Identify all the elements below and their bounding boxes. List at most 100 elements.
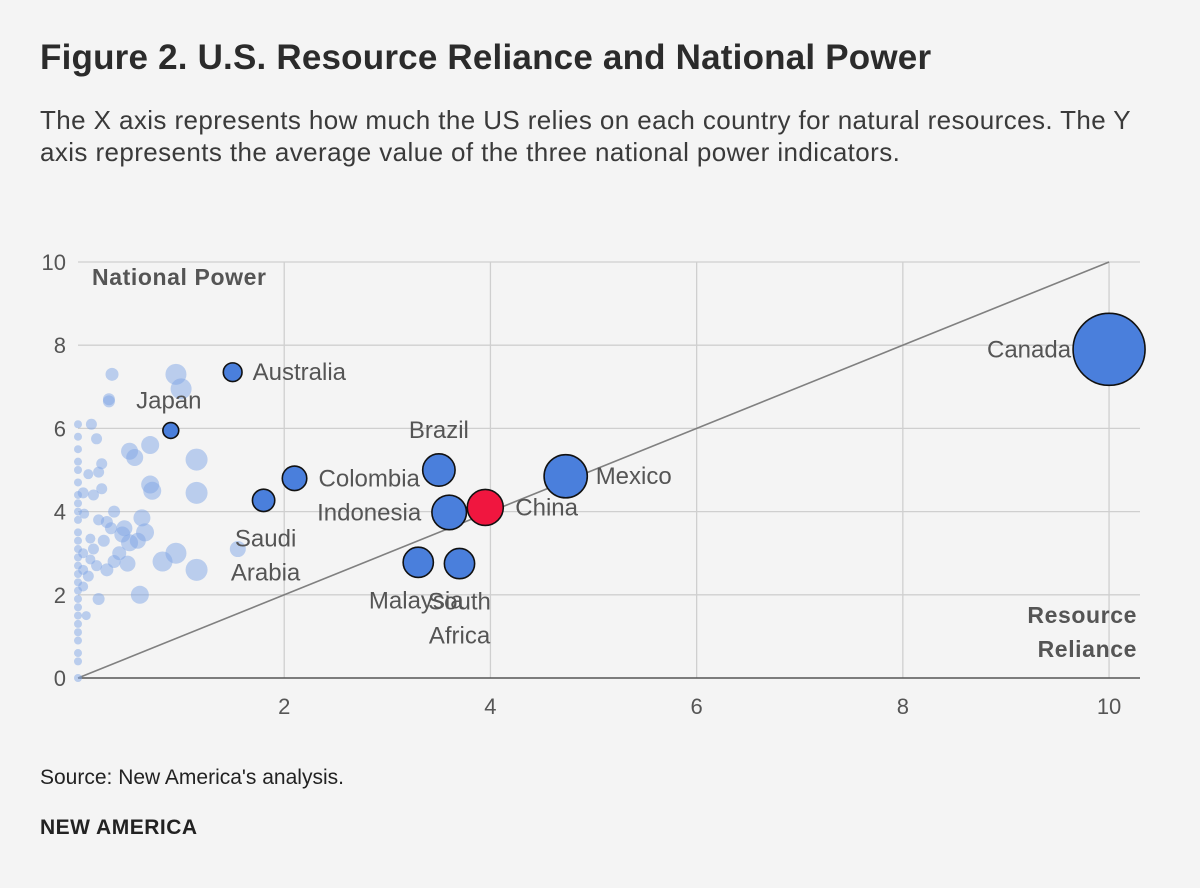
source-note: Source: New America's analysis. — [40, 766, 344, 790]
background-country-point — [112, 546, 127, 561]
country-label-japan: Japan — [136, 387, 201, 414]
background-country-point — [185, 448, 208, 471]
y-tick-label: 8 — [54, 333, 66, 358]
background-country-point — [126, 449, 144, 467]
brand-logo-text: NEW AMERICA — [40, 816, 198, 839]
y-tick-label: 10 — [42, 250, 66, 275]
country-point-mexico — [543, 453, 589, 499]
source-label: Source: — [40, 766, 113, 789]
background-country-point — [74, 636, 82, 645]
background-country-point — [143, 481, 162, 500]
reference-diagonal-line — [77, 261, 1110, 679]
country-label-brazil: Brazil — [409, 417, 469, 444]
y-tick-label: 6 — [54, 416, 66, 441]
background-country-point — [108, 505, 121, 518]
country-point-malaysia — [402, 546, 435, 579]
x-tick-label: 6 — [691, 694, 703, 719]
background-country-point — [83, 469, 94, 480]
country-point-indonesia — [431, 494, 468, 531]
background-country-point — [74, 674, 82, 682]
background-country-point — [96, 483, 108, 495]
background-country-point — [79, 508, 90, 519]
country-point-brazil — [421, 452, 456, 487]
background-country-point — [74, 432, 82, 441]
background-country-point — [119, 555, 136, 572]
background-country-point — [92, 592, 105, 605]
y-tick-label: 4 — [54, 500, 66, 525]
background-country-point — [87, 543, 99, 555]
background-country-point — [74, 603, 82, 612]
y-tick-label: 2 — [54, 583, 66, 608]
source-text: New America's analysis. — [112, 766, 344, 789]
background-country-point — [74, 478, 82, 487]
background-country-point — [85, 533, 96, 544]
background-country-point — [105, 367, 119, 381]
background-country-point — [102, 395, 115, 408]
country-point-china — [466, 488, 505, 527]
background-country-point — [74, 528, 82, 537]
x-axis-title-line1: Resource — [1027, 602, 1137, 628]
country-label-australia: Australia — [253, 359, 347, 386]
country-point-saudi-arabia — [251, 488, 276, 513]
x-tick-label: 10 — [1097, 694, 1121, 719]
background-country-point — [130, 585, 149, 604]
country-label-south-africa: South Africa — [428, 589, 491, 650]
background-country-point — [133, 509, 151, 527]
background-country-point — [78, 581, 89, 592]
x-tick-label: 4 — [484, 694, 496, 719]
background-country-point — [185, 481, 208, 504]
background-country-point — [136, 523, 155, 542]
country-point-japan — [162, 421, 180, 440]
background-country-point — [74, 657, 82, 666]
background-country-point — [87, 489, 99, 501]
background-country-point — [74, 628, 82, 637]
background-country-point — [77, 487, 89, 499]
y-tick-label: 0 — [54, 666, 66, 691]
background-country-point — [74, 515, 82, 524]
background-country-point — [74, 536, 82, 545]
background-country-point — [74, 466, 82, 474]
background-country-point — [229, 541, 246, 558]
x-tick-label: 8 — [897, 694, 909, 719]
country-label-indonesia: Indonesia — [317, 499, 422, 526]
background-country-point — [74, 619, 82, 628]
background-country-point — [74, 457, 82, 466]
x-axis-title-line2: Reliance — [1038, 636, 1137, 662]
country-label-mexico: Mexico — [596, 463, 672, 490]
background-country-point — [74, 594, 82, 603]
country-label-canada: Canada — [987, 336, 1072, 363]
background-country-point — [165, 542, 187, 564]
background-country-point — [74, 499, 82, 508]
background-country-point — [97, 534, 110, 547]
country-point-south-africa — [443, 547, 476, 580]
country-point-colombia — [281, 465, 308, 492]
background-country-point — [91, 560, 103, 572]
country-label-china: China — [515, 494, 578, 521]
background-country-point — [78, 548, 89, 559]
country-point-canada — [1072, 312, 1146, 387]
figure-subtitle: The X axis represents how much the US re… — [40, 105, 1131, 167]
country-label-saudi-arabia: Saudi Arabia — [231, 525, 301, 586]
background-country-point — [93, 466, 105, 478]
background-country-point — [91, 433, 103, 445]
background-country-point — [185, 558, 208, 581]
background-country-point — [170, 378, 192, 400]
x-tick-label: 2 — [278, 694, 290, 719]
background-country-point — [74, 445, 82, 454]
background-country-point — [96, 458, 108, 470]
background-country-point — [104, 522, 117, 535]
country-label-malaysia: Malaysia — [369, 587, 464, 614]
figure-title: Figure 2. U.S. Resource Reliance and Nat… — [40, 38, 932, 77]
country-point-australia — [222, 362, 243, 383]
background-country-point — [74, 649, 82, 658]
background-country-point — [141, 436, 160, 455]
background-country-point — [74, 420, 82, 429]
country-label-colombia: Colombia — [319, 465, 421, 492]
background-country-point — [74, 611, 82, 620]
background-country-point — [85, 418, 97, 430]
y-axis-title: National Power — [92, 264, 267, 290]
background-country-point — [116, 520, 133, 537]
background-country-point — [82, 570, 94, 582]
